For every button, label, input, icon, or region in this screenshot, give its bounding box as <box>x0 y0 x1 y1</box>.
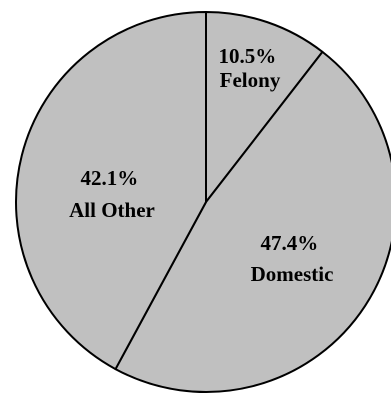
slice-percent-domestic: 47.4% <box>261 231 319 255</box>
slice-percent-felony: 10.5% <box>219 44 277 68</box>
slice-percent-all-other: 42.1% <box>81 166 139 190</box>
slice-label-felony: 10.5% Felony <box>219 44 282 92</box>
slice-name-all-other: All Other <box>69 198 155 222</box>
slice-name-felony: Felony <box>220 68 281 92</box>
slice-name-domestic: Domestic <box>251 262 334 286</box>
